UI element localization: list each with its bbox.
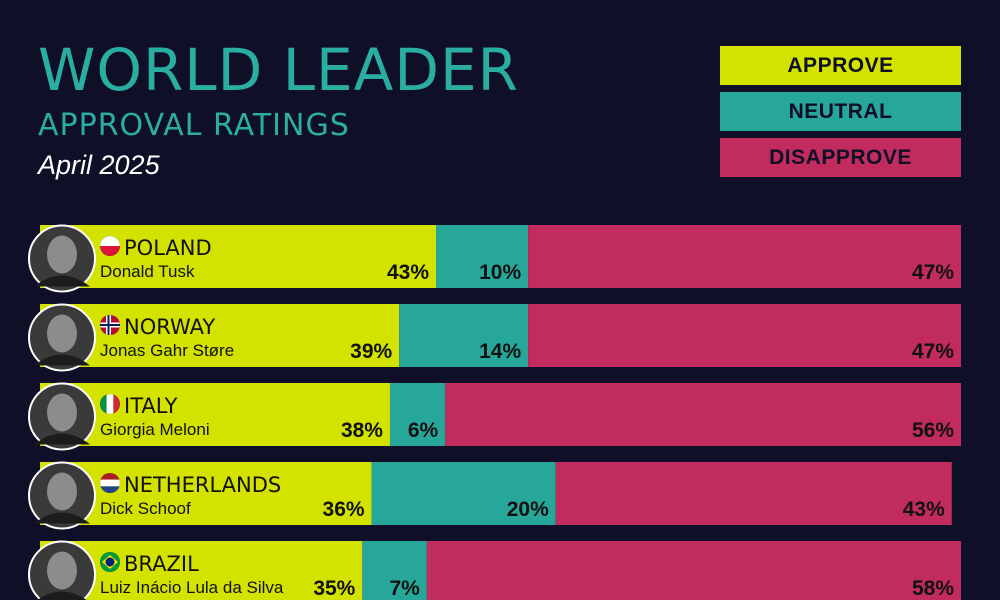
chart-subtitle: APPROVAL RATINGS — [38, 108, 350, 143]
avatar-shoulders-poland — [34, 275, 90, 287]
bar-norway-disapprove — [528, 304, 961, 367]
value-label-poland-neutral: 10% — [479, 261, 521, 284]
avatar-shoulders-brazil — [37, 591, 87, 600]
country-label-poland: POLAND — [124, 236, 212, 260]
bar-poland-disapprove — [528, 225, 961, 288]
netherlands-flag-icon — [100, 473, 120, 493]
country-label-norway: NORWAY — [124, 315, 215, 339]
bar-norway-approve — [40, 304, 400, 367]
norway-flag-icon — [100, 315, 120, 335]
value-label-italy-disapprove: 56% — [912, 419, 954, 442]
value-label-brazil-disapprove: 58% — [912, 577, 954, 600]
chart-title: WORLD LEADER — [38, 36, 519, 104]
avatar-shoulders-norway — [34, 354, 90, 366]
leader-name-brazil: Luiz Inácio Lula da Silva — [100, 578, 284, 597]
bar-netherlands-neutral — [371, 462, 556, 525]
value-label-netherlands-neutral: 20% — [507, 498, 549, 521]
leader-name-norway: Jonas Gahr Støre — [100, 341, 234, 360]
value-label-italy-approve: 38% — [341, 419, 383, 442]
bar-poland-neutral — [436, 225, 529, 288]
bar-netherlands-disapprove — [555, 462, 952, 525]
leader-name-netherlands: Dick Schoof — [100, 499, 191, 518]
leader-name-italy: Giorgia Meloni — [100, 420, 210, 439]
leader-name-poland: Donald Tusk — [100, 262, 195, 281]
chart-date: April 2025 — [38, 150, 160, 180]
value-label-norway-disapprove: 47% — [912, 340, 954, 363]
value-label-brazil-approve: 35% — [313, 577, 355, 600]
poland-flag-icon — [100, 236, 120, 256]
avatar-face-italy — [47, 393, 77, 432]
bar-italy-neutral — [389, 383, 446, 446]
value-label-brazil-neutral: 7% — [389, 577, 420, 600]
value-label-netherlands-disapprove: 43% — [903, 498, 945, 521]
bar-italy-approve — [40, 383, 390, 446]
legend-disapprove: DISAPPROVE — [720, 138, 961, 177]
brazil-flag-icon — [100, 552, 120, 572]
avatar-shoulders-italy — [34, 433, 90, 445]
avatar-face-brazil — [47, 551, 77, 590]
bar-poland-approve — [40, 225, 437, 288]
value-label-italy-neutral: 6% — [408, 419, 439, 442]
legend-neutral: NEUTRAL — [720, 92, 961, 131]
bar-norway-neutral — [399, 304, 529, 367]
legend-approve: APPROVE — [720, 46, 961, 85]
avatar-face-norway — [47, 314, 77, 353]
legend: APPROVE NEUTRAL DISAPPROVE — [720, 46, 961, 184]
value-label-norway-neutral: 14% — [479, 340, 521, 363]
value-label-netherlands-approve: 36% — [323, 498, 365, 521]
italy-flag-icon — [100, 394, 120, 414]
bar-brazil-disapprove — [426, 541, 961, 600]
bar-brazil-neutral — [362, 541, 427, 600]
value-label-poland-disapprove: 47% — [912, 261, 954, 284]
country-label-italy: ITALY — [124, 394, 178, 418]
avatar-shoulders-netherlands — [34, 512, 90, 524]
country-label-netherlands: NETHERLANDS — [124, 473, 281, 497]
avatar-face-poland — [47, 235, 77, 274]
avatar-face-netherlands — [47, 472, 77, 511]
country-label-brazil: BRAZIL — [124, 552, 199, 576]
value-label-norway-approve: 39% — [350, 340, 392, 363]
value-label-poland-approve: 43% — [387, 261, 429, 284]
bar-italy-disapprove — [445, 383, 961, 446]
